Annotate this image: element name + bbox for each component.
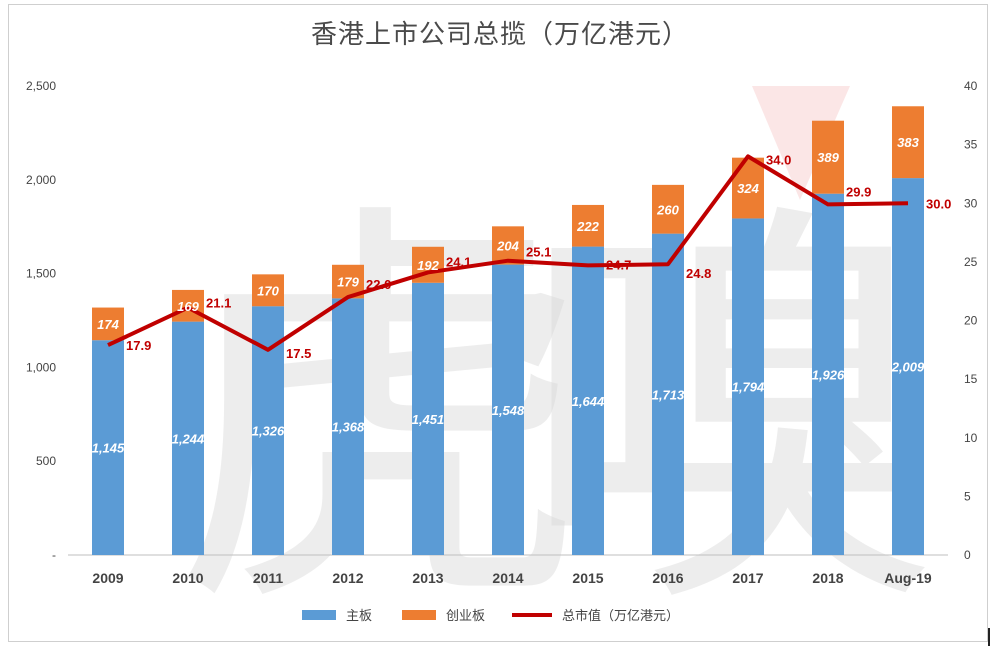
- line-point-label: 21.1: [206, 296, 231, 311]
- line-point-label: 24.7: [606, 257, 631, 272]
- line-point-label: 29.9: [846, 184, 871, 199]
- bar-gem-board-label: 260: [656, 202, 679, 217]
- bar-gem-board-label: 169: [177, 299, 199, 314]
- y-left-tick-label: 2,500: [26, 79, 56, 93]
- x-tick-label: 2012: [332, 570, 363, 586]
- bar-gem-board-label: 204: [496, 238, 519, 253]
- bar-gem-board-label: 389: [817, 150, 839, 165]
- bar-main-board: [492, 264, 524, 555]
- bar-gem-board: [892, 106, 924, 179]
- x-tick-label: 2014: [492, 570, 523, 586]
- legend-label-main-board: 主板: [346, 609, 372, 624]
- x-tick-label: 2013: [412, 570, 443, 586]
- y-right-tick-label: 15: [964, 372, 978, 386]
- bar-gem-board-label: 170: [257, 283, 279, 298]
- bar-main-board: [92, 340, 124, 555]
- legend-swatch-gem-board: [402, 610, 436, 620]
- bar-main-board-label: 1,244: [172, 431, 205, 446]
- bar-gem-board-label: 222: [576, 219, 599, 234]
- bar-main-board: [732, 218, 764, 555]
- y-right-tick-label: 35: [964, 138, 978, 152]
- bar-main-board: [652, 233, 684, 555]
- bar-gem-board-label: 179: [337, 275, 359, 290]
- line-point-label: 25.1: [526, 245, 551, 260]
- x-tick-label: 2017: [732, 570, 763, 586]
- y-left-tick-label: 1,500: [26, 267, 56, 281]
- y-right-tick-label: 30: [964, 196, 978, 210]
- bar-gem-board: [812, 120, 844, 194]
- bar-main-board-label: 2,009: [891, 360, 925, 375]
- watermark-triangle: [752, 86, 850, 200]
- bar-main-board-label: 1,548: [492, 403, 525, 418]
- x-tick-label: 2018: [812, 570, 843, 586]
- bars: [92, 106, 924, 555]
- legend-label-gem-board: 创业板: [446, 609, 485, 624]
- bar-main-board-label: 1,326: [252, 424, 285, 439]
- y-left-tick-label: 1,000: [26, 360, 56, 374]
- axes: - 500 1,000 1,500 2,000 2,500 0 5 10 15 20 25 30 35 40…: [26, 79, 978, 586]
- y-right-tick-label: 25: [964, 255, 978, 269]
- y-right-tick-label: 0: [964, 548, 971, 562]
- bar-gem-board-label: 383: [897, 135, 919, 150]
- x-tick-label: Aug-19: [884, 570, 932, 586]
- legend-swatch-main-board: [302, 610, 336, 620]
- line-total-market-cap: [107, 154, 909, 352]
- x-tick-label: 2016: [652, 570, 683, 586]
- data-labels: 1,145 174 1,244 169 1,326 170 1,368 179 1,451 192…: [92, 135, 952, 455]
- line-point-label: 17.5: [286, 346, 311, 361]
- bar-main-board-label: 1,368: [332, 420, 365, 435]
- line-point-label: 24.1: [446, 254, 471, 269]
- bar-gem-board: [252, 274, 284, 307]
- watermark: 虎嗅: [170, 86, 940, 656]
- x-tick-label: 2010: [172, 570, 203, 586]
- bar-main-board: [332, 298, 364, 555]
- chart-frame: [8, 4, 988, 642]
- bar-main-board-label: 1,644: [572, 394, 605, 409]
- line-point-label: 34.0: [766, 152, 791, 167]
- bar-main-board-label: 1,713: [652, 387, 685, 402]
- y-right-tick-label: 5: [964, 489, 971, 503]
- bar-gem-board-label: 324: [737, 181, 759, 196]
- bar-main-board-label: 1,451: [412, 412, 445, 427]
- line-point-label: 22.0: [366, 277, 391, 292]
- line-point-label: 17.9: [126, 338, 151, 353]
- line-point-label: 30.0: [926, 196, 951, 211]
- bar-main-board: [572, 246, 604, 555]
- bar-gem-board: [492, 226, 524, 265]
- x-tick-label: 2011: [253, 570, 284, 586]
- bar-main-board: [892, 178, 924, 555]
- bar-gem-board-label: 174: [97, 317, 119, 332]
- bar-main-board: [412, 282, 444, 555]
- bar-main-board-label: 1,926: [812, 367, 845, 382]
- line-series: [107, 154, 909, 352]
- legend-label-total-market-cap: 总市值（万亿港元）: [562, 608, 679, 624]
- x-tick-label: 2009: [92, 570, 123, 586]
- y-right-tick-label: 10: [964, 431, 978, 445]
- text-cursor-icon: [988, 628, 990, 646]
- bar-main-board: [812, 193, 844, 555]
- chart-title: 香港上市公司总揽（万亿港元）: [310, 20, 689, 50]
- bar-gem-board: [572, 204, 604, 247]
- bar-gem-board: [92, 307, 124, 341]
- y-left-tick-label: 500: [36, 454, 56, 468]
- y-left-tick-label: -: [52, 548, 56, 562]
- line-point-label: 24.8: [686, 266, 711, 281]
- y-right-tick-label: 20: [964, 314, 978, 328]
- legend: 主板 创业板 总市值（万亿港元）: [302, 608, 679, 624]
- bar-main-board-label: 1,794: [732, 380, 765, 395]
- x-tick-label: 2015: [572, 570, 603, 586]
- bar-main-board-label: 1,145: [92, 441, 125, 456]
- bar-gem-board-label: 192: [417, 258, 439, 273]
- y-left-tick-label: 2,000: [26, 173, 56, 187]
- y-right-tick-label: 40: [964, 79, 978, 93]
- bar-gem-board: [652, 184, 684, 234]
- bar-main-board: [172, 321, 204, 555]
